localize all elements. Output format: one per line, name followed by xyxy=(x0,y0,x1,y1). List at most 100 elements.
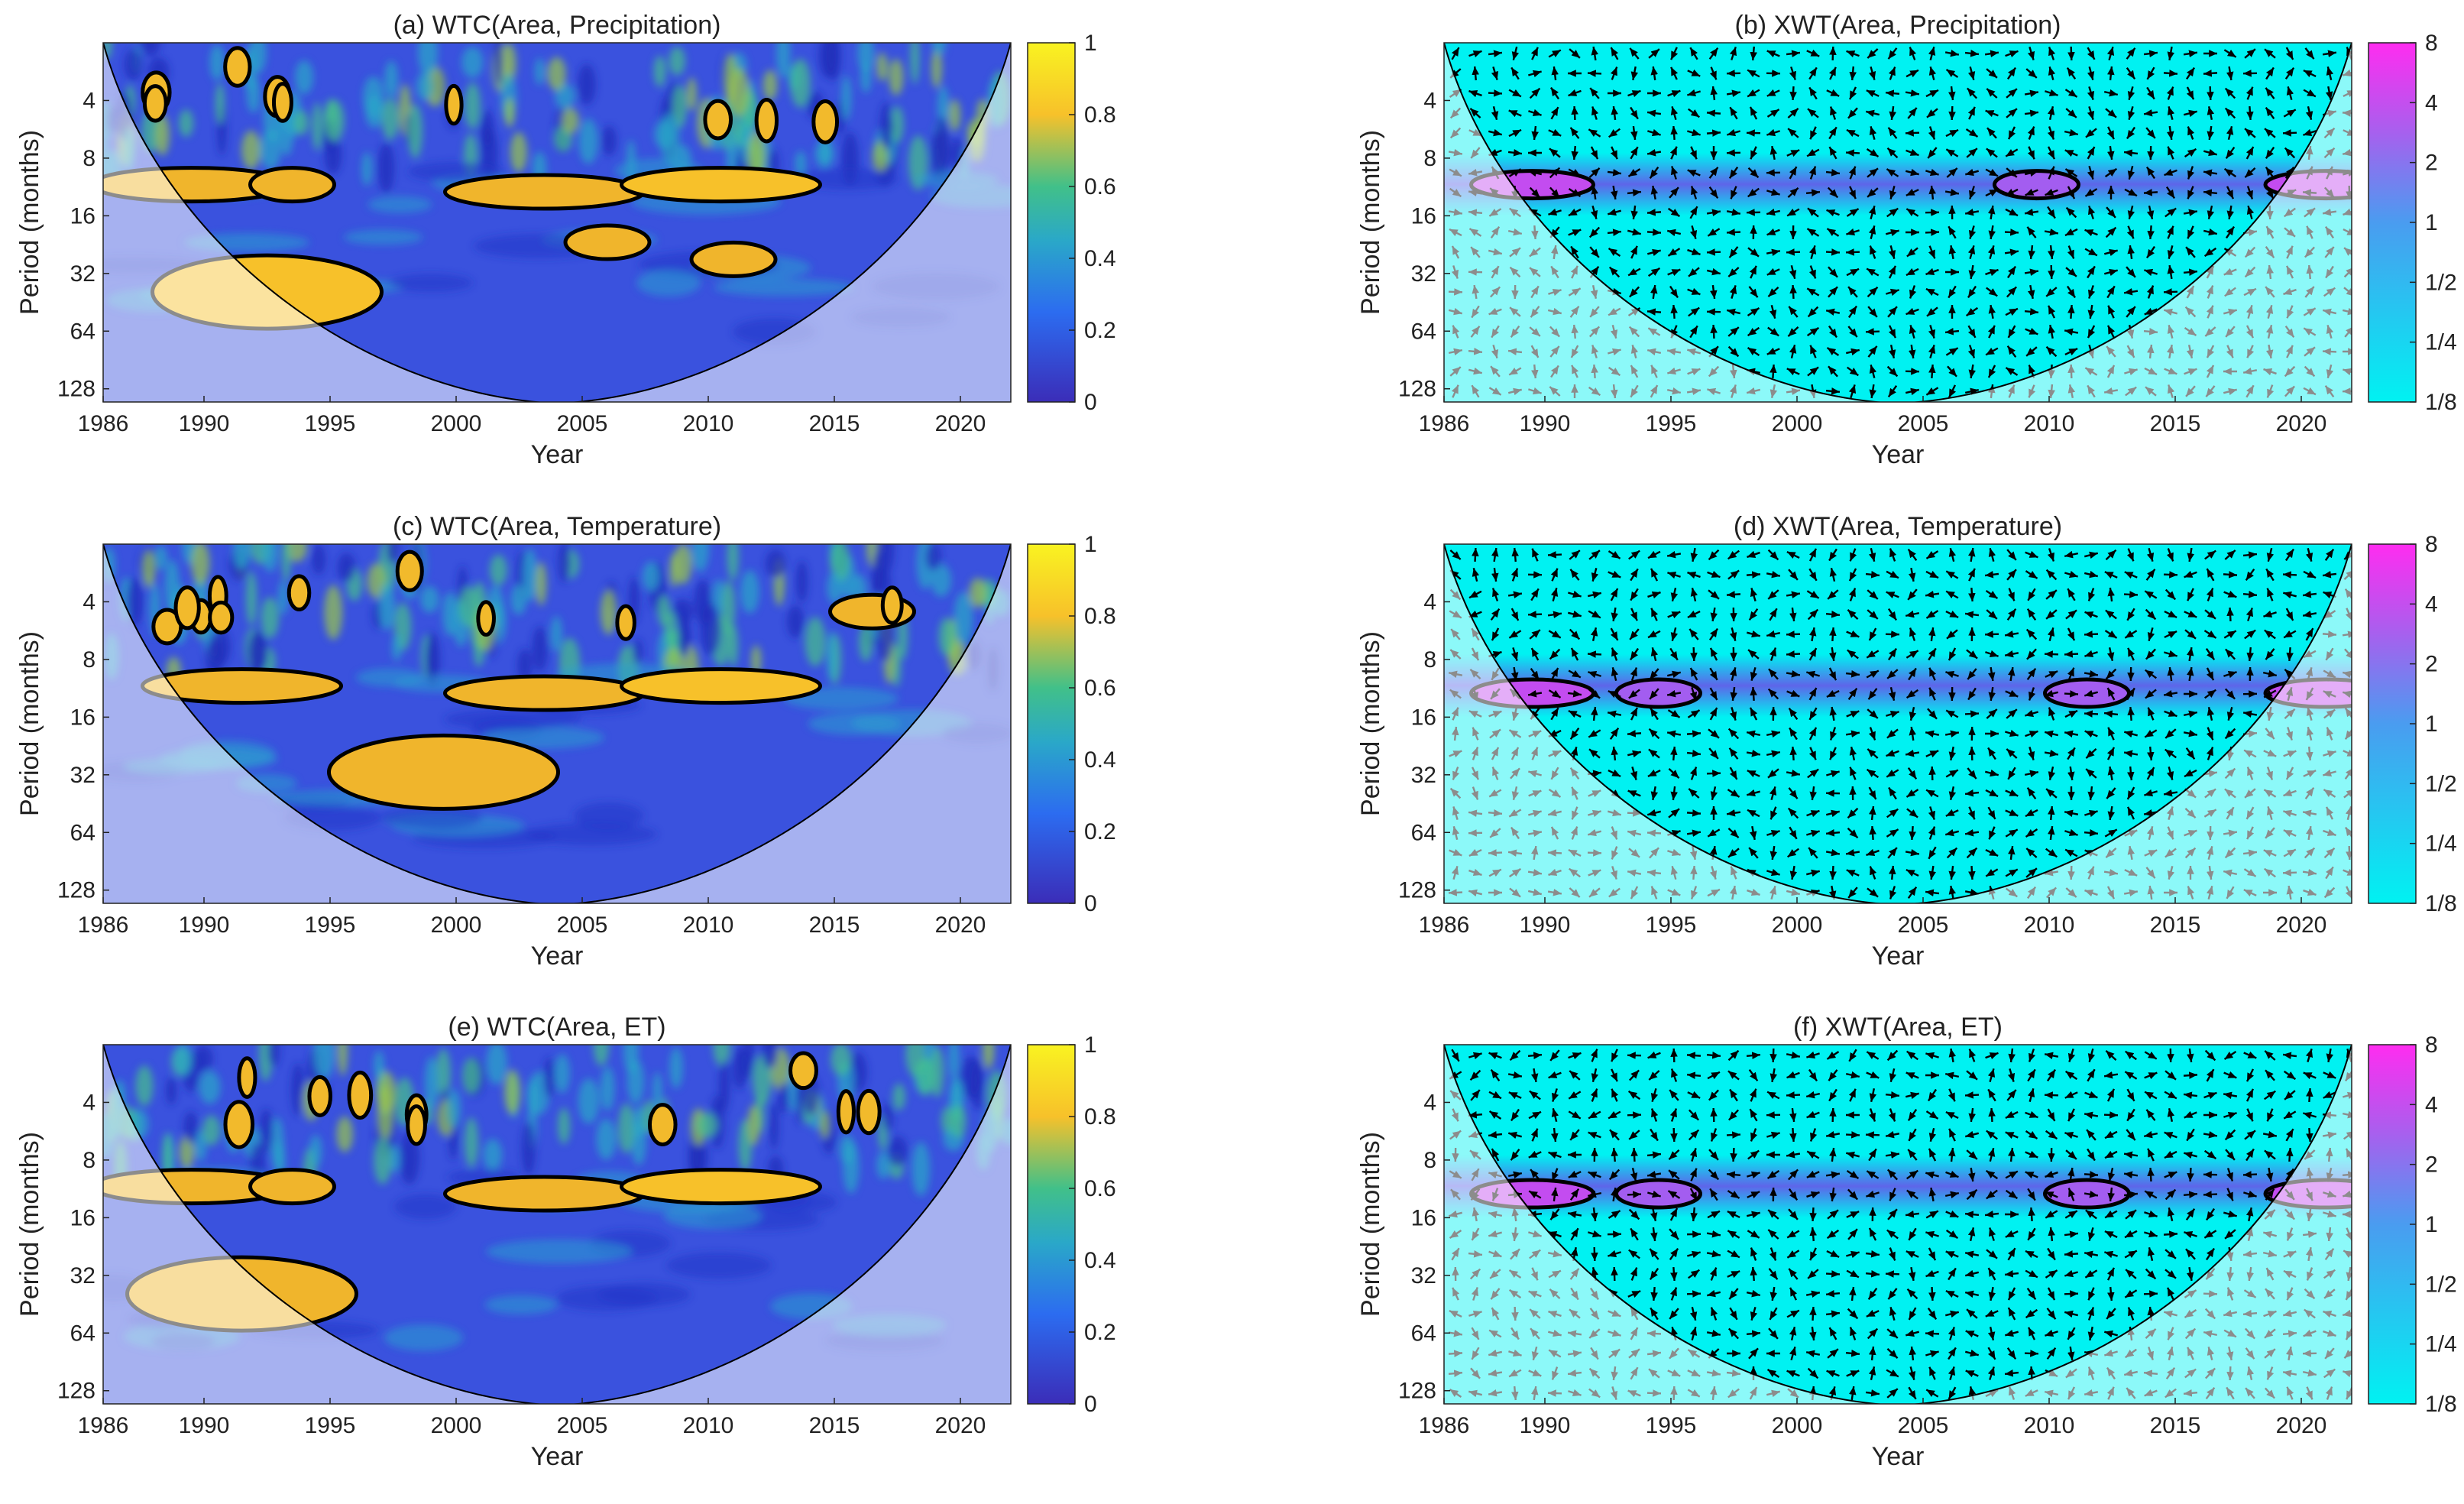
phase-arrow xyxy=(1646,308,1662,316)
x-tick-label: 1986 xyxy=(1419,1413,1470,1438)
phase-arrow xyxy=(1786,630,1801,638)
phase-arrow xyxy=(1647,128,1661,137)
phase-arrow xyxy=(2087,206,2096,219)
colorbar-tick-label: 0 xyxy=(1084,390,1097,415)
phase-arrow xyxy=(1965,128,1979,138)
phase-arrow xyxy=(1687,69,1701,77)
phase-arrow xyxy=(1808,66,1818,80)
colorbar-tick-label: 4 xyxy=(2425,90,2438,115)
coherence-blob xyxy=(653,55,666,87)
phase-arrow xyxy=(1510,66,1520,80)
colorbar-tick-label: 1 xyxy=(2425,711,2438,737)
phase-arrow xyxy=(1568,187,1582,198)
phase-arrow xyxy=(1887,47,1898,60)
phase-arrow xyxy=(1964,387,1980,396)
phase-arrow xyxy=(2064,228,2078,237)
coherence-blob xyxy=(555,1054,570,1094)
phase-arrow xyxy=(1888,344,1896,359)
phase-arrow xyxy=(1886,288,1899,297)
phase-arrow xyxy=(1809,126,1818,140)
phase-arrow xyxy=(1669,285,1679,299)
coherence-blob xyxy=(311,544,326,575)
plot-area-a xyxy=(103,43,1011,402)
phase-arrow xyxy=(1648,48,1660,59)
phase-arrow xyxy=(1964,168,1980,177)
phase-arrow xyxy=(1845,149,1860,157)
coherence-blob xyxy=(778,1081,789,1114)
x-tick-label: 2000 xyxy=(431,411,482,436)
coherence-blob xyxy=(672,85,687,129)
colorbar-tick-label: 2 xyxy=(2425,1152,2438,1178)
phase-arrow xyxy=(1845,348,1860,356)
colorbar-tick-label: 1/4 xyxy=(2425,330,2457,355)
coherence-blob xyxy=(293,110,309,136)
coherence-blob xyxy=(930,1046,944,1097)
panel-a: (a) WTC(Area, Precipitation) 1986 1990 1995… xyxy=(15,11,1116,469)
coherence-blob xyxy=(950,1104,966,1139)
coherence-blob xyxy=(669,47,685,76)
phase-arrow xyxy=(1611,1147,1618,1162)
significance-contour xyxy=(880,585,904,625)
phase-arrow xyxy=(1968,225,1977,239)
phase-arrow xyxy=(1888,245,1896,260)
colorbar-c: 0 0.2 0.4 0.6 0.8 1 xyxy=(1027,532,1116,916)
phase-arrow xyxy=(1607,208,1622,216)
coherence-blob xyxy=(444,708,582,730)
phase-arrow xyxy=(1909,325,1917,339)
phase-arrow xyxy=(2163,1230,2178,1238)
y-tick-label: 8 xyxy=(1423,647,1436,673)
phase-arrow xyxy=(1726,1131,1741,1139)
x-tick-label: 2015 xyxy=(2150,411,2201,436)
phase-arrow xyxy=(1687,287,1701,296)
phase-arrow xyxy=(1608,247,1621,258)
coherence-blob xyxy=(336,1116,354,1152)
phase-arrow xyxy=(2163,288,2178,296)
phase-arrow xyxy=(1710,86,1718,101)
y-tick-label: 16 xyxy=(1411,1205,1436,1230)
phase-arrow xyxy=(1508,128,1522,138)
phase-arrow xyxy=(1568,168,1582,177)
phase-arrow xyxy=(1688,267,1700,277)
phase-arrow xyxy=(1628,286,1640,298)
phase-arrow xyxy=(1887,306,1898,318)
coherence-blob xyxy=(343,229,423,245)
significance-contour xyxy=(856,1088,882,1136)
phase-arrow xyxy=(1646,109,1662,117)
phase-arrow xyxy=(1829,865,1837,880)
phase-arrow xyxy=(2006,265,2017,279)
phase-arrow xyxy=(1726,1171,1741,1178)
phase-arrow xyxy=(1750,146,1758,160)
coherence-blob xyxy=(718,1060,730,1113)
phase-arrow xyxy=(1867,187,1879,198)
phase-arrow xyxy=(2084,630,2099,638)
significance-contour xyxy=(647,1103,678,1146)
phase-arrow xyxy=(1868,206,1876,219)
phase-arrow xyxy=(1747,306,1760,317)
coherence-blob xyxy=(324,585,343,640)
phase-arrow xyxy=(2226,607,2234,622)
phase-arrow xyxy=(1531,125,1539,141)
significance-contour xyxy=(836,1089,856,1135)
phase-arrow xyxy=(1849,66,1857,81)
coherence-blob xyxy=(887,1136,908,1167)
phase-arrow xyxy=(1569,48,1581,59)
y-tick-label: 128 xyxy=(57,1379,96,1404)
phase-arrow xyxy=(2006,286,2018,298)
phase-arrow xyxy=(1787,107,1799,119)
phase-arrow xyxy=(1630,146,1639,160)
x-axis: 1986 1990 1995 2000 2005 2010 2015 2020 Year xyxy=(78,396,986,469)
significance-contour xyxy=(287,574,312,612)
phase-arrow xyxy=(1905,267,1919,277)
coherence-blob xyxy=(713,1045,730,1067)
coherence-blob xyxy=(215,83,225,125)
phase-arrow xyxy=(2024,1350,2039,1357)
significance-contour xyxy=(347,1070,374,1120)
phase-arrow xyxy=(1968,865,1976,880)
phase-arrow xyxy=(1828,266,1838,278)
phase-arrow xyxy=(1587,650,1602,658)
phase-arrow xyxy=(1766,89,1780,97)
phase-arrow xyxy=(1865,109,1880,118)
colorbar-tick-label: 0.8 xyxy=(1084,102,1116,128)
phase-arrow xyxy=(1590,206,1598,219)
phase-arrow xyxy=(1568,229,1582,237)
